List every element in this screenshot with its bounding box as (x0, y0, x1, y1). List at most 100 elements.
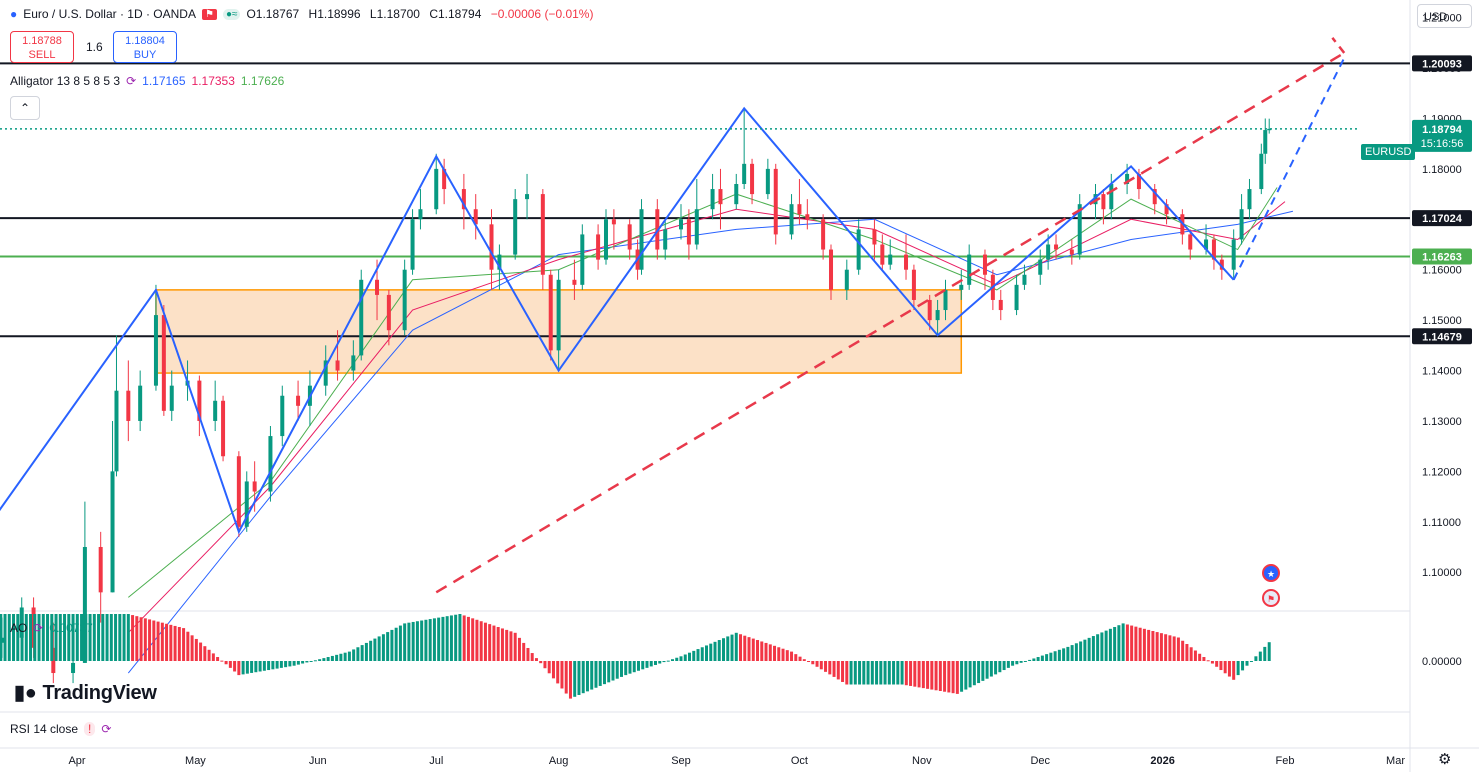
spread-value: 1.6 (86, 40, 103, 54)
candle-body (1038, 259, 1043, 275)
last-price-label: 1.18794 (1422, 124, 1463, 136)
logo-text: TradingView (42, 682, 157, 704)
ao-bar (139, 617, 143, 661)
ao-bar (998, 661, 1002, 673)
ao-bar (1263, 646, 1267, 661)
level-label: 1.20093 (1422, 58, 1462, 70)
ao-bar (483, 622, 487, 661)
ao-bar (1159, 633, 1163, 661)
ao-bar (335, 654, 339, 661)
ao-bar (705, 645, 709, 661)
candle-body (1239, 209, 1244, 240)
us-event-icon[interactable]: ⚑ (1262, 589, 1280, 607)
ao-bar (492, 625, 496, 661)
ao-bar (500, 628, 504, 661)
rsi-legend[interactable]: RSI 14 close ! ⟳ (10, 722, 111, 736)
buy-button[interactable]: 1.18804 BUY (113, 31, 177, 63)
ao-bar (224, 661, 228, 665)
candle-body (627, 224, 632, 250)
ao-bar (160, 622, 164, 661)
candle-body (1022, 274, 1027, 285)
y-tick-label: 1.10000 (1422, 567, 1462, 579)
ao-bar (670, 659, 674, 661)
candle-body (943, 289, 948, 311)
candle-body (1247, 189, 1252, 210)
last-price-badge (1412, 119, 1472, 152)
ao-bar (675, 657, 679, 661)
ticker-badge: EURUSD (1361, 144, 1416, 160)
candle-body (1152, 189, 1157, 205)
ao-bar (454, 614, 458, 661)
change-value: −0.00006 (−0.01%) (490, 7, 594, 21)
settings-cycle-icon[interactable]: ⟳ (126, 74, 137, 88)
eu-event-icon[interactable]: ★ (1262, 564, 1280, 582)
ao-bar (794, 654, 798, 661)
ao-bar (80, 614, 84, 661)
rsi-settings-icon[interactable]: ⟳ (101, 722, 112, 736)
ao-bar (441, 616, 445, 661)
chevron-up-icon[interactable]: ⌃ (10, 96, 40, 120)
ao-bar (1245, 661, 1249, 666)
rsi-alert-icon[interactable]: ! (84, 722, 96, 736)
candle-body (169, 385, 174, 411)
ao-bar (1164, 634, 1168, 661)
ao-bar (819, 661, 823, 670)
flag-icon[interactable]: ⚑ (201, 8, 217, 20)
ao-settings-icon[interactable]: ⟳ (33, 621, 44, 635)
ao-bar (790, 651, 794, 661)
ao-bar (645, 661, 649, 668)
open-value: O1.18767 (246, 7, 300, 21)
ao-legend[interactable]: AO ⟳ 0.00737 (10, 621, 93, 635)
ao-bar (1040, 655, 1044, 661)
ao-bar (628, 661, 632, 674)
gear-icon[interactable]: ⚙ (1438, 751, 1452, 768)
candle-body (829, 249, 834, 290)
ao-bar (347, 651, 351, 661)
ao-bar (1206, 660, 1210, 662)
candle-body (750, 163, 755, 195)
ao-bar (152, 620, 156, 661)
ao-bar (960, 661, 964, 692)
ao-bar (1176, 637, 1180, 661)
red-projection-tip (1331, 37, 1346, 54)
ao-bar (84, 614, 88, 661)
ao-bar (50, 614, 54, 661)
ao-bar (466, 616, 470, 661)
sell-button[interactable]: 1.18788 SELL (10, 31, 74, 63)
ao-bar (811, 661, 815, 665)
symbol-title[interactable]: Euro / U.S. Dollar · 1D · OANDA (23, 7, 196, 21)
ao-bar (1074, 643, 1078, 661)
candle-body (548, 274, 553, 351)
ao-bar (458, 614, 462, 661)
ao-bar (875, 661, 879, 685)
candle-body (98, 546, 103, 593)
blue-projection-line (1232, 57, 1346, 281)
alligator-legend[interactable]: Alligator 13 8 5 8 5 3 ⟳ 1.17165 1.17353… (10, 74, 284, 88)
candle-body (1204, 239, 1209, 250)
candle-body (734, 184, 739, 205)
currency-select[interactable]: USD (1417, 4, 1472, 28)
ao-bar (1002, 661, 1006, 671)
candle-body (473, 209, 478, 225)
candle-body (556, 279, 561, 351)
compare-icon[interactable]: ●≈ (222, 8, 241, 20)
ao-bar (700, 647, 704, 661)
ao-bar (279, 661, 283, 668)
ao-bar (1185, 644, 1189, 661)
ao-bar (420, 620, 424, 661)
ao-bar (1232, 661, 1236, 680)
ao-bar (16, 614, 20, 661)
ao-bar (739, 634, 743, 661)
candle-body (935, 310, 940, 321)
candle-body (335, 360, 340, 371)
alligator-jaw-value: 1.17165 (142, 74, 186, 88)
candle-body (1125, 173, 1130, 185)
candle-body (1054, 244, 1059, 250)
ao-bar (577, 661, 581, 695)
ao-bar (1147, 629, 1151, 661)
ao-bar (330, 655, 334, 661)
ao-bar (994, 661, 998, 675)
ao-bar (560, 661, 564, 689)
ao-bar (288, 661, 292, 667)
